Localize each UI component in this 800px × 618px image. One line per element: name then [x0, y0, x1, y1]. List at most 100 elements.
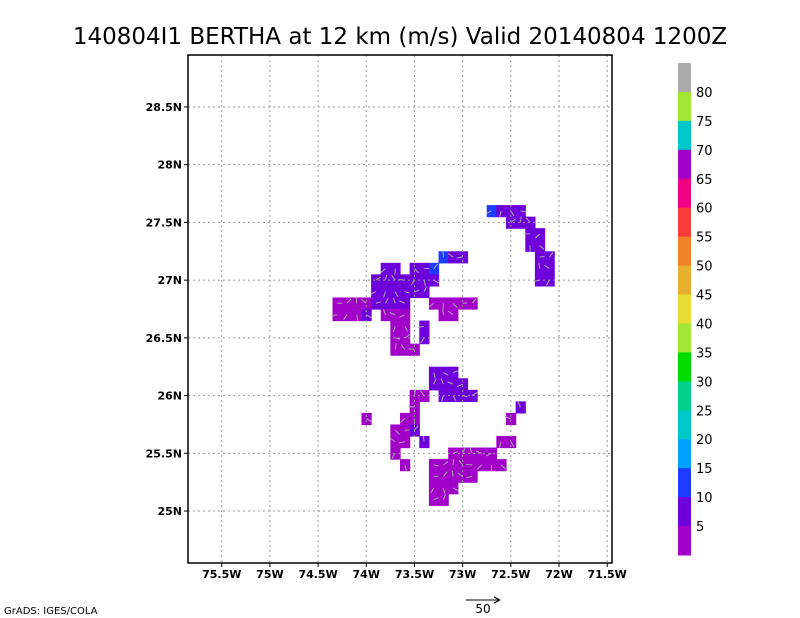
wind-arrow: [390, 437, 396, 443]
colorbar-label: 55: [696, 231, 713, 246]
wind-arrow: [410, 279, 415, 286]
colorbar-label: 50: [696, 260, 713, 275]
y-tick-label: 28N: [157, 159, 182, 172]
wind-cell: [534, 274, 546, 287]
colorbar-label: 60: [696, 202, 713, 217]
wind-cell: [448, 309, 459, 322]
wind-arrow: [394, 429, 400, 435]
wind-arrow: [476, 450, 483, 454]
reference-vector-label: 50: [475, 602, 490, 616]
wind-arrow: [391, 453, 396, 459]
colorbar-swatch: [678, 120, 691, 151]
colorbar-label: 15: [696, 462, 713, 477]
y-axis: 25N 25.5N 26N 26.5N 27N 27.5N 28N 28.5N: [146, 101, 188, 518]
wind-arrow: [539, 245, 545, 250]
wind-arrow: [442, 308, 444, 315]
wind-arrow: [366, 418, 372, 422]
wind-arrow: [452, 487, 459, 492]
x-tick-label: 75W: [256, 568, 283, 581]
wind-arrow: [452, 302, 458, 308]
wind-cell: [467, 470, 478, 483]
wind-arrow: [442, 251, 444, 258]
x-tick-label: 73W: [449, 568, 476, 581]
wind-arrow: [433, 372, 436, 379]
wind-cell: [438, 493, 449, 506]
colorbar-swatch: [678, 91, 691, 122]
colorbar-swatch: [678, 352, 691, 382]
wind-arrow: [392, 297, 396, 304]
colorbar-label: 45: [696, 289, 713, 304]
wind-arrow: [433, 263, 439, 269]
x-tick-label: 75.5W: [202, 568, 241, 581]
colorbar-swatch: [678, 207, 691, 238]
wind-arrow: [517, 401, 521, 408]
reference-vector: 50: [466, 596, 501, 616]
x-tick-label: 74W: [353, 568, 380, 581]
colorbar-swatch: [678, 178, 691, 209]
colorbar-swatch: [678, 526, 691, 556]
wind-cell: [534, 262, 546, 275]
wind-arrow: [452, 370, 459, 373]
wind-cell: [428, 297, 440, 310]
wind-cell: [438, 378, 449, 391]
wind-arrow: [462, 447, 466, 454]
wind-arrow: [399, 314, 406, 318]
wind-arrow: [442, 487, 446, 494]
wind-arrow: [466, 475, 473, 479]
wind-cell: [390, 343, 401, 356]
wind-arrow: [443, 372, 449, 376]
credit-label: GrADS: IGES/COLA: [4, 606, 98, 617]
wind-arrow: [520, 210, 527, 213]
wind-cell: [506, 412, 517, 426]
colorbar-label: 80: [696, 86, 713, 101]
wind-arrow: [538, 262, 541, 269]
wind-arrow: [443, 461, 449, 466]
wind-arrow: [499, 210, 502, 217]
wind-arrow: [382, 308, 387, 315]
wind-arrow: [343, 314, 348, 320]
y-tick-label: 26.5N: [146, 332, 182, 345]
wind-cell: [400, 412, 411, 426]
wind-cell: [400, 309, 411, 322]
wind-arrow: [477, 464, 483, 470]
wind-arrow: [404, 464, 407, 471]
wind-arrow: [433, 378, 437, 385]
wind-cell: [380, 274, 391, 287]
colorbar-label: 5: [696, 520, 704, 535]
wind-cell: [457, 251, 469, 264]
wind-arrow: [375, 276, 382, 281]
wind-arrow: [356, 314, 359, 321]
wind-arrow: [457, 472, 463, 477]
wind-cell: [457, 378, 469, 391]
wind-arrow: [423, 280, 426, 287]
wind-cell: [400, 436, 411, 449]
wind-cell: [544, 262, 555, 275]
reference-arrow-head: [493, 596, 501, 604]
colorbar-label: 70: [696, 144, 713, 159]
wind-arrow: [389, 312, 396, 316]
wind-cell: [486, 205, 497, 218]
wind-arrow: [510, 210, 515, 217]
wind-arrow: [404, 334, 411, 339]
wind-arrow: [469, 447, 473, 454]
y-tick-label: 25.5N: [146, 447, 182, 460]
wind-cell: [438, 470, 449, 483]
x-tick-label: 72.5W: [491, 568, 530, 581]
colorbar-label: 40: [696, 317, 713, 332]
x-tick-label: 73.5W: [395, 568, 434, 581]
wind-arrow: [545, 279, 550, 286]
colorbar-label: 65: [696, 173, 713, 188]
wind-cell: [419, 320, 430, 333]
y-tick-label: 26N: [157, 390, 182, 403]
wind-arrow: [392, 326, 396, 333]
colorbar-swatch: [678, 323, 691, 353]
colorbar-swatch: [678, 439, 691, 469]
wind-arrow: [447, 252, 454, 258]
wind-arrow: [519, 216, 522, 223]
wind-arrow: [331, 314, 338, 317]
wind-arrow: [420, 337, 425, 344]
wind-arrow: [471, 298, 477, 304]
grid-lines: [188, 55, 612, 563]
x-tick-label: 74.5W: [298, 568, 337, 581]
wind-arrow: [414, 425, 419, 431]
